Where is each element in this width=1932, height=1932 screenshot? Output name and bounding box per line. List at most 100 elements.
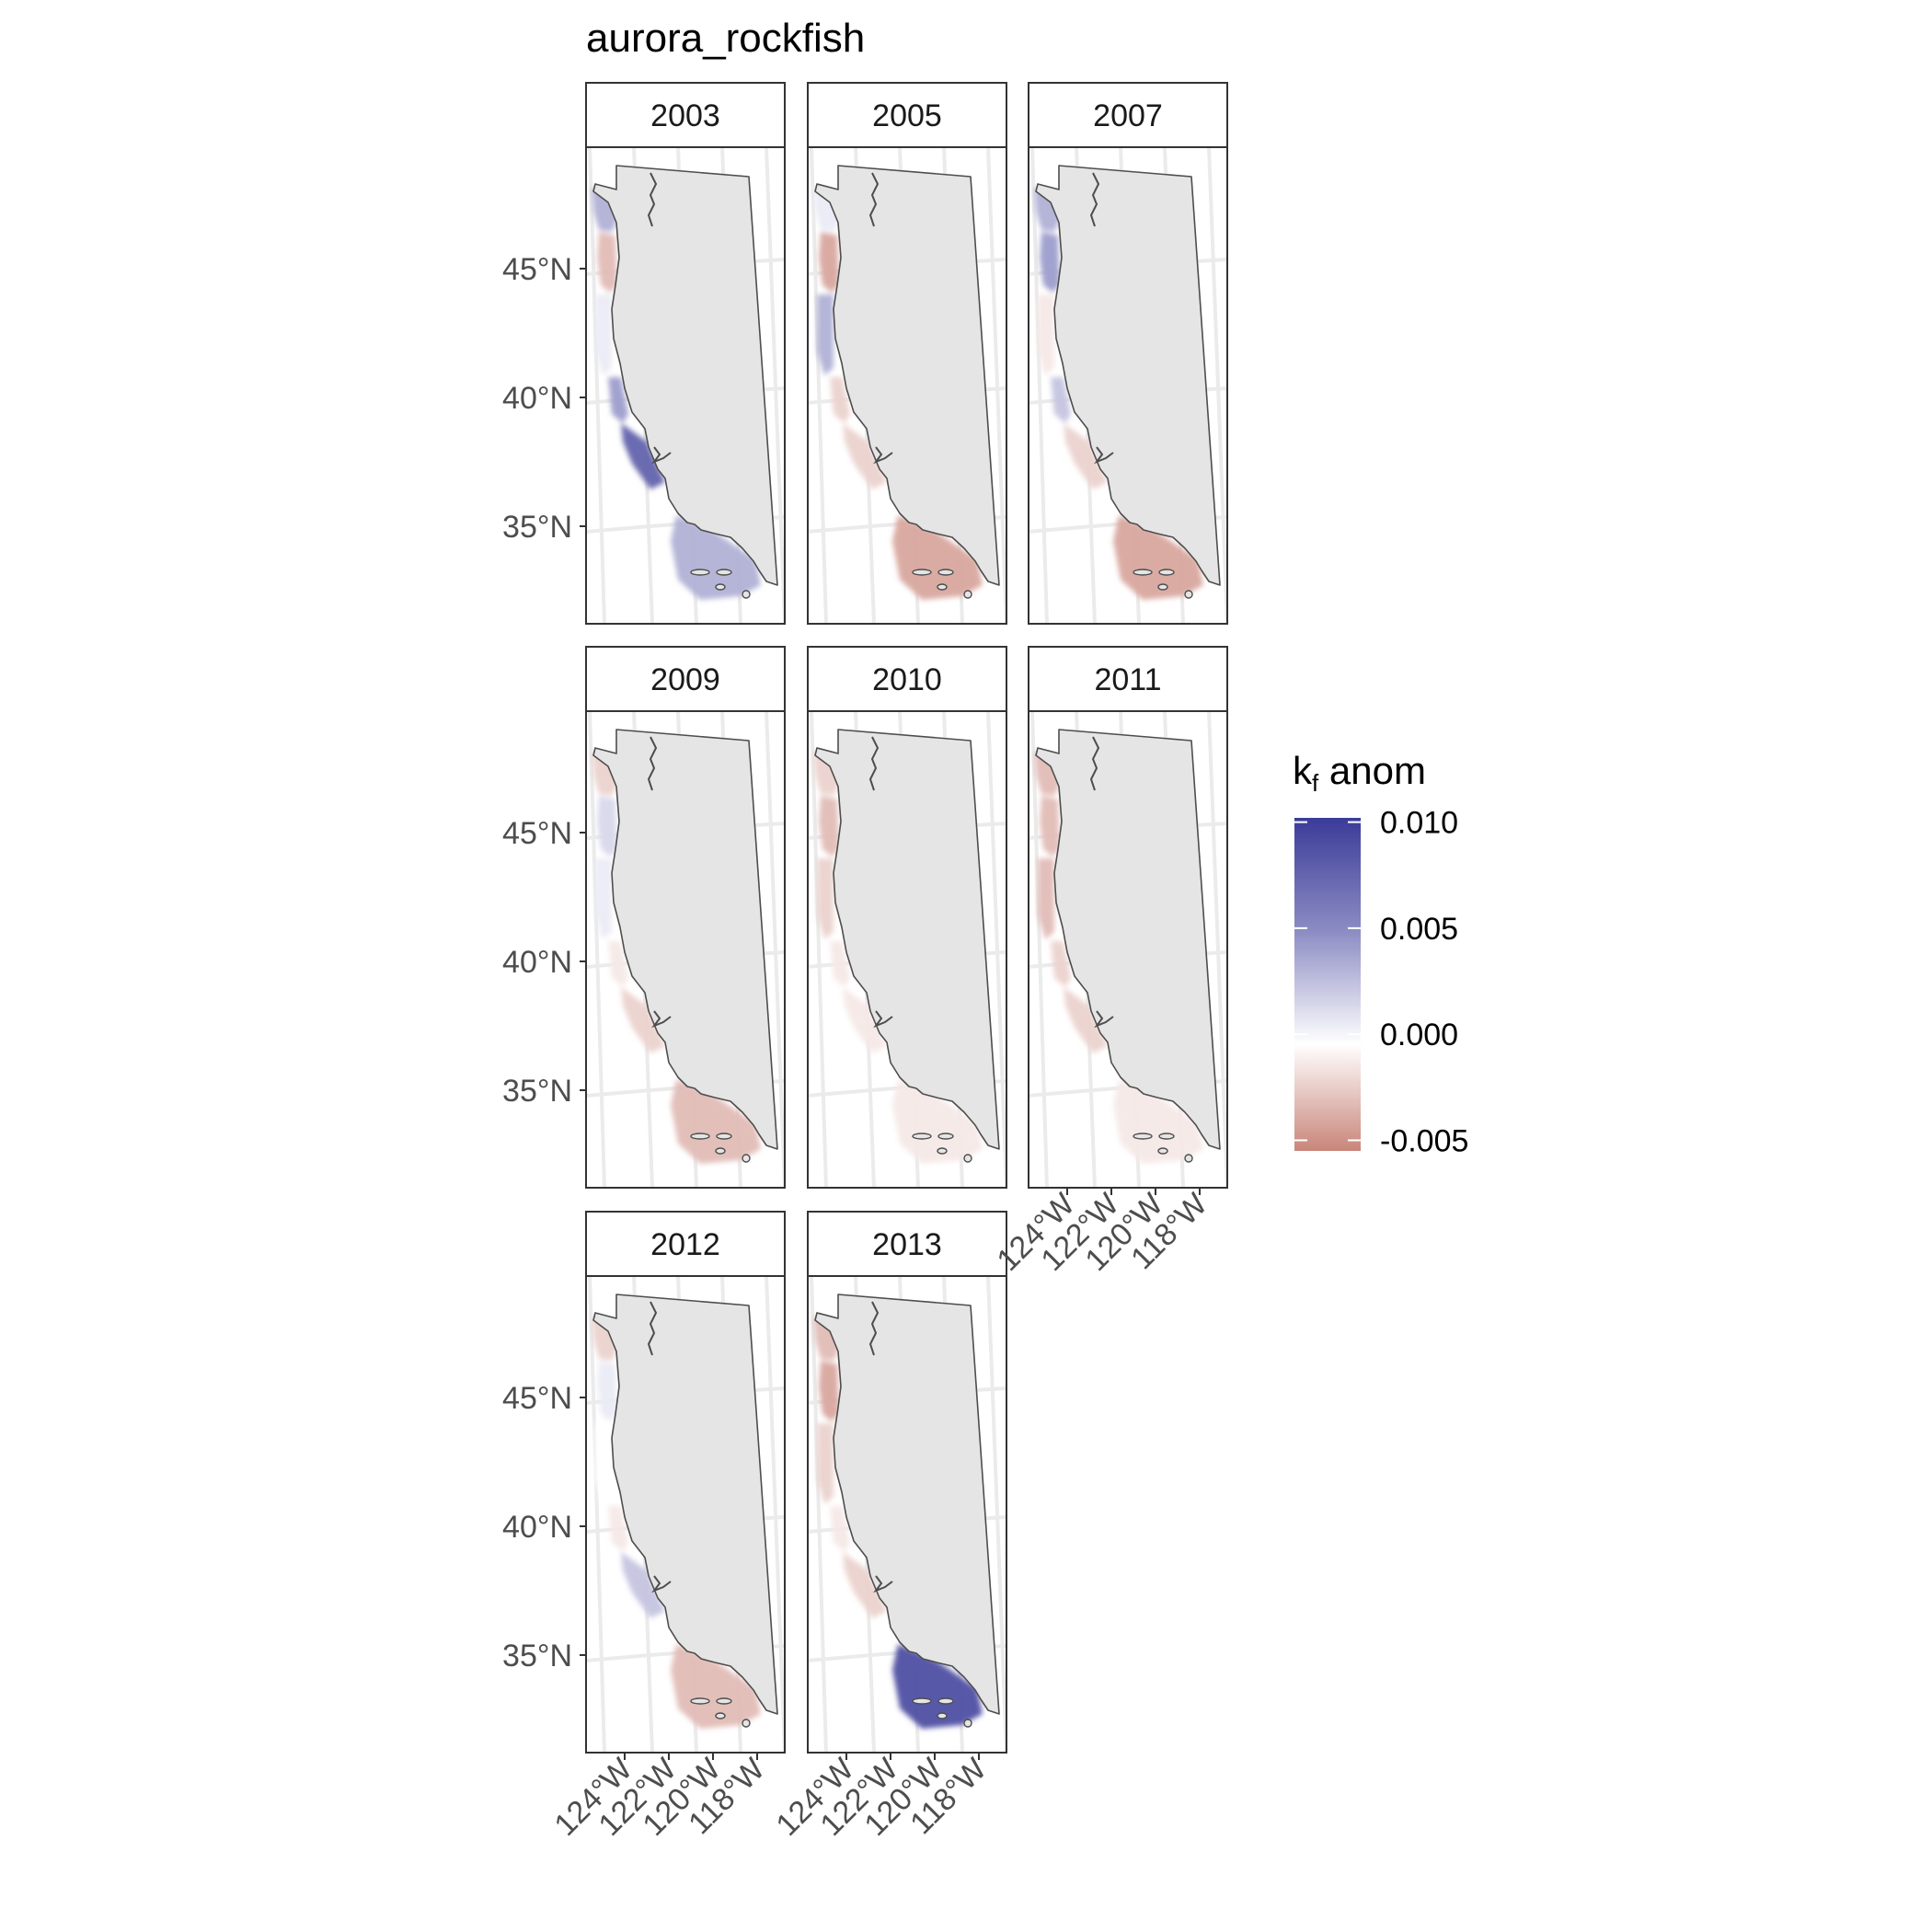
legend-title-sub: f	[1312, 769, 1319, 797]
land-group	[592, 1294, 778, 1728]
facet-strip-label: 2003	[650, 98, 720, 133]
anomaly-patch-or-north	[597, 796, 617, 857]
sf-bay	[651, 1010, 672, 1029]
map-area	[808, 711, 1006, 1188]
anomaly-patch-ca-north	[1051, 377, 1071, 423]
channel-island	[1158, 1133, 1175, 1140]
graticule-meridian	[765, 1276, 785, 1753]
panel-frame	[807, 710, 1007, 1189]
anomaly-patch-ca-bight	[1113, 1079, 1203, 1164]
panel-frame	[585, 710, 786, 1189]
anomaly-field	[1034, 752, 1203, 1164]
land-polygon	[592, 729, 778, 1150]
sf-bay	[873, 1010, 893, 1029]
anomaly-field	[813, 188, 983, 600]
map-area	[808, 1276, 1006, 1753]
channel-island	[912, 1697, 932, 1705]
anomaly-patch-or-north	[819, 232, 839, 293]
panel-frame	[1028, 146, 1228, 625]
legend: kf anom 0.010 0.005 0.000 -0.005	[1293, 749, 1468, 1158]
channel-island	[937, 1697, 954, 1705]
panel-frame	[807, 146, 1007, 625]
legend-label: 0.005	[1380, 912, 1458, 947]
lat-tick-label: 35°N	[502, 510, 572, 545]
land-polygon	[814, 729, 1000, 1150]
map-area	[586, 147, 785, 624]
anomaly-patch-or-north	[1040, 796, 1060, 857]
legend-title-rest: anom	[1318, 749, 1426, 792]
puget-sound	[647, 1301, 658, 1356]
facet-strip-label: 2010	[872, 662, 942, 697]
anomaly-patch-ca-north	[830, 377, 850, 423]
legend-ticks: 0.010 0.005 0.000 -0.005	[1294, 806, 1468, 1158]
map-area	[1029, 711, 1227, 1188]
anomaly-patch-or-north	[819, 796, 839, 857]
graticule-meridian	[588, 1276, 606, 1753]
channel-island	[1133, 1133, 1153, 1140]
land-polygon	[814, 1294, 1000, 1715]
anomaly-patch-ca-bight	[671, 1644, 761, 1729]
legend-label: 0.000	[1380, 1018, 1458, 1052]
sf-bay	[651, 446, 672, 465]
puget-sound	[868, 172, 880, 227]
anomaly-patch-ca-bight	[1113, 515, 1203, 600]
channel-island	[912, 1133, 932, 1140]
anomaly-patch-or-north	[597, 232, 617, 293]
anomaly-patch-ca-north	[830, 1506, 850, 1552]
anomaly-field	[813, 1317, 983, 1729]
facet-strip	[807, 1211, 1007, 1277]
anomaly-patch-or-south	[817, 1423, 834, 1504]
anomaly-patch-ca-central	[1064, 987, 1108, 1053]
facet-panel-2005: 2005	[807, 82, 1007, 625]
facet-panel-2007: 2007	[1028, 82, 1228, 625]
graticule-meridian	[810, 711, 828, 1188]
anomaly-patch-ca-central	[621, 987, 665, 1053]
land-group	[592, 729, 778, 1163]
anomaly-patch-ca-bight	[892, 1079, 983, 1164]
channel-island	[716, 1133, 732, 1140]
channel-island	[1184, 1154, 1193, 1163]
facet-strip	[807, 82, 1007, 148]
channel-island	[937, 583, 948, 591]
land-group	[814, 1294, 1000, 1728]
anomaly-patch-ca-central	[621, 1552, 665, 1618]
channel-island	[963, 590, 972, 599]
anomaly-patch-ca-central	[621, 423, 665, 489]
graticule-meridian	[1207, 147, 1227, 624]
anomaly-field	[592, 188, 761, 600]
channel-island	[937, 569, 954, 576]
anomaly-patch-or-south	[595, 1423, 612, 1504]
anomaly-patch-or-north	[597, 1361, 617, 1421]
sf-bay	[1094, 1010, 1114, 1029]
lat-tick-label: 45°N	[502, 816, 572, 851]
anomaly-field	[1034, 188, 1203, 600]
legend-label: 0.010	[1380, 806, 1458, 841]
anomaly-field	[592, 1317, 761, 1729]
figure-title: aurora_rockfish	[586, 16, 865, 61]
channel-island	[963, 1154, 972, 1163]
channel-island	[690, 1697, 710, 1705]
anomaly-patch-or-north	[1040, 232, 1060, 293]
panel-frame	[585, 146, 786, 625]
channel-island	[1157, 1147, 1168, 1155]
channel-island	[742, 1719, 751, 1728]
anomaly-patch-or-north	[819, 1361, 839, 1421]
anomaly-patch-or-south	[817, 858, 834, 939]
puget-sound	[868, 1301, 880, 1356]
channel-island	[716, 1697, 732, 1705]
anomaly-patch-ca-bight	[892, 1644, 983, 1729]
facet-strip-label: 2013	[872, 1227, 942, 1262]
lat-tick-label: 35°N	[502, 1074, 572, 1109]
graticule-meridian	[986, 711, 1006, 1188]
puget-sound	[647, 736, 658, 791]
graticule-meridian	[986, 147, 1006, 624]
facet-panel-2013: 2013	[807, 1211, 1007, 1754]
anomaly-patch-or-south	[595, 858, 612, 939]
graticule-meridian	[588, 147, 606, 624]
anomaly-patch-ca-north	[608, 941, 628, 987]
channel-island	[715, 583, 726, 591]
map-area	[808, 147, 1006, 624]
anomaly-patch-ca-bight	[892, 515, 983, 600]
map-area	[586, 711, 785, 1188]
